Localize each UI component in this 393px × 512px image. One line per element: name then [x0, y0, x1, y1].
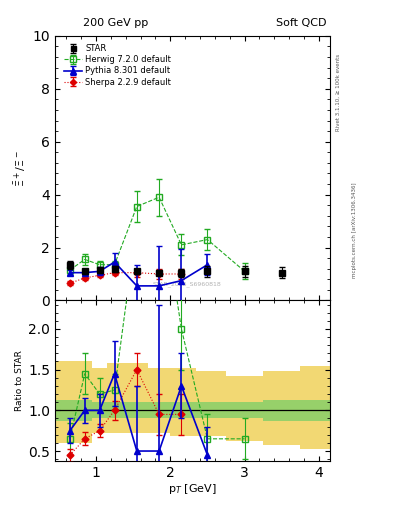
Text: STAR_2006_S6960818: STAR_2006_S6960818 [153, 282, 221, 287]
Legend: STAR, Herwig 7.2.0 default, Pythia 8.301 default, Sherpa 2.2.9 default: STAR, Herwig 7.2.0 default, Pythia 8.301… [62, 42, 173, 88]
Text: 200 GeV pp: 200 GeV pp [83, 18, 148, 28]
Text: mcplots.cern.ch [arXiv:1306.3436]: mcplots.cern.ch [arXiv:1306.3436] [352, 183, 357, 278]
Text: Soft QCD: Soft QCD [276, 18, 326, 28]
Y-axis label: Ratio to STAR: Ratio to STAR [15, 350, 24, 411]
Text: Rivet 3.1.10, ≥ 100k events: Rivet 3.1.10, ≥ 100k events [336, 54, 341, 131]
Y-axis label: $\bar{\Xi}^+/\Xi^-$: $\bar{\Xi}^+/\Xi^-$ [13, 150, 28, 187]
X-axis label: p$_T$ [GeV]: p$_T$ [GeV] [168, 482, 217, 497]
